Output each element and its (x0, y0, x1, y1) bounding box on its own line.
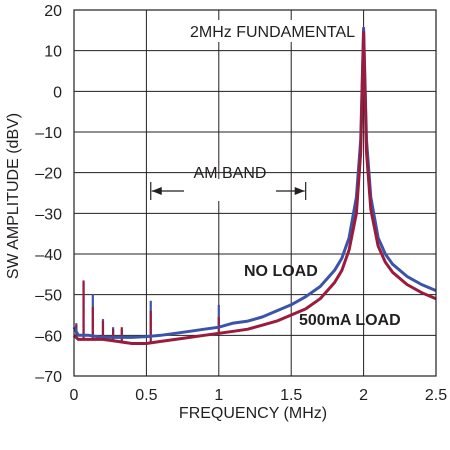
x-tick-label: 1.5 (280, 387, 302, 404)
x-axis-title: FREQUENCY (MHz) (179, 405, 327, 422)
am-band-arrowhead-left (151, 186, 162, 195)
x-tick-label: 2.5 (425, 387, 447, 404)
y-tick-label: 20 (44, 3, 62, 20)
gridlines (74, 10, 436, 376)
legend-no-load: NO LOAD (244, 263, 318, 280)
am-band-marker (150, 178, 307, 201)
y-tick-label: –30 (35, 206, 62, 223)
y-tick-label: 10 (44, 44, 62, 61)
y-tick-label: –40 (35, 247, 62, 264)
y-tick-label: –70 (35, 369, 62, 386)
am-band-arrowhead-right (294, 186, 305, 195)
legend-500ma-load: 500mA LOAD (299, 312, 401, 329)
am-band-label-background (184, 178, 276, 201)
y-tick-label: –60 (35, 328, 62, 345)
y-tick-label: –50 (35, 288, 62, 305)
fundamental-label-background (186, 20, 360, 42)
y-axis-title: SW AMPLITUDE (dBV) (5, 113, 22, 279)
x-tick-label: 2 (359, 387, 368, 404)
plot-frame (73, 9, 437, 377)
x-tick-label: 0 (70, 387, 79, 404)
x-tick-label: 0.5 (135, 387, 157, 404)
y-tick-label: 0 (53, 84, 62, 101)
am-band-label: AM BAND (194, 165, 267, 182)
y-tick-label: –10 (35, 125, 62, 142)
load-trace (72, 30, 437, 345)
y-tick-label: –20 (35, 166, 62, 183)
series-lines (72, 26, 437, 345)
x-tick-labels: 0 0.5 1 1.5 2 2.5 (70, 387, 448, 404)
x-tick-label: 1 (214, 387, 223, 404)
y-tick-labels: –70 –60 –50 –40 –30 –20 –10 0 10 20 (35, 3, 62, 386)
no-load-trace (72, 26, 437, 339)
fundamental-label: 2MHz FUNDAMENTAL (190, 24, 355, 41)
